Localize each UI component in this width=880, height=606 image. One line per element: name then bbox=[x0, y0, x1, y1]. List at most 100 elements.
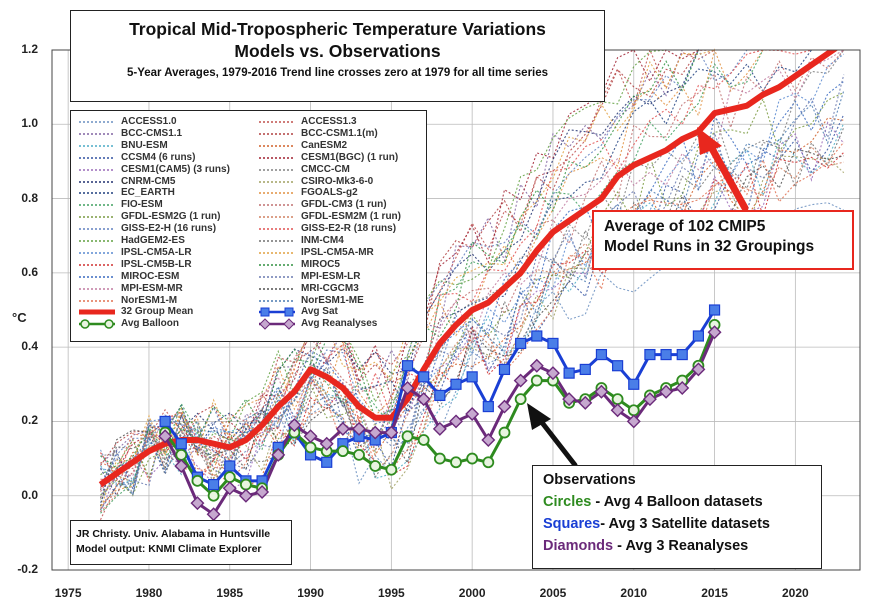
legend-label: CESM1(CAM5) (3 runs) bbox=[121, 163, 230, 175]
x-tick-label: 1980 bbox=[135, 586, 163, 600]
obs-arrow-head bbox=[527, 403, 551, 430]
reanalysis-point bbox=[174, 459, 189, 473]
observations-line: Diamonds - Avg 3 Reanalyses bbox=[533, 535, 821, 557]
legend-swatch bbox=[79, 299, 115, 302]
balloon-point bbox=[530, 374, 543, 387]
legend-swatch bbox=[259, 299, 295, 302]
legend-swatch bbox=[259, 287, 295, 290]
balloon-point bbox=[498, 426, 511, 439]
observations-heading: Observations bbox=[543, 472, 636, 488]
legend-swatch bbox=[259, 156, 295, 159]
reanalysis-point bbox=[352, 421, 367, 436]
satellite-point bbox=[321, 456, 333, 468]
observations-box: Observations Circles - Avg 4 Balloon dat… bbox=[532, 465, 822, 569]
legend-swatch bbox=[259, 252, 295, 254]
model-run-line bbox=[100, 92, 845, 496]
balloon-point bbox=[207, 489, 220, 502]
annotation-line-1: Average of 102 CMIP5 bbox=[604, 218, 766, 235]
satellite-point bbox=[547, 337, 559, 350]
legend-label: CESM1(BGC) (1 run) bbox=[301, 151, 399, 163]
x-tick-label: 2010 bbox=[620, 586, 648, 600]
legend-swatch bbox=[259, 168, 295, 171]
legend-label: MPI-ESM-MR bbox=[121, 282, 183, 294]
satellite-point bbox=[498, 363, 511, 376]
legend-swatch bbox=[79, 192, 115, 195]
satellite-point bbox=[628, 378, 640, 390]
legend-label: IPSL-CM5B-LR bbox=[121, 258, 192, 270]
legend-label: ACCESS1.3 bbox=[301, 116, 357, 127]
reanalysis-point bbox=[384, 425, 399, 440]
legend-label: GFDL-ESM2M (1 run) bbox=[301, 211, 401, 223]
satellite-point bbox=[531, 330, 543, 342]
legend-swatch bbox=[79, 228, 115, 230]
reanalysis-point bbox=[626, 414, 641, 429]
y-tick-label: 0.0 bbox=[21, 487, 38, 502]
legend-label: Avg Reanalyses bbox=[301, 318, 378, 330]
legend-label: FIO-ESM bbox=[121, 199, 163, 211]
legend-swatch bbox=[79, 252, 115, 254]
legend-label: EC_EARTH bbox=[121, 187, 175, 199]
observations-marker-name: Squares bbox=[543, 516, 601, 532]
x-tick-label: 1995 bbox=[378, 586, 405, 600]
observations-marker-name: Circles bbox=[543, 494, 592, 510]
reanalysis-point bbox=[432, 421, 447, 436]
balloon-point bbox=[450, 456, 462, 469]
balloon-point bbox=[627, 404, 640, 417]
reanalysis-point bbox=[287, 418, 302, 433]
balloon-point bbox=[611, 393, 624, 406]
reanalysis-point bbox=[642, 392, 657, 407]
legend-swatch bbox=[79, 287, 115, 290]
title-box: Tropical Mid-Tropospheric Temperature Va… bbox=[70, 10, 605, 102]
credit-line-2: Model output: KNMI Climate Explorer bbox=[76, 543, 262, 555]
satellite-point bbox=[692, 330, 705, 342]
y-tick-label: 0.6 bbox=[21, 264, 38, 279]
reanalysis-point bbox=[675, 381, 690, 395]
observations-line: Squares- Avg 3 Satellite datasets bbox=[533, 513, 821, 535]
balloon-point bbox=[175, 448, 188, 461]
reanalysis-point bbox=[465, 407, 480, 421]
legend-swatch bbox=[259, 216, 295, 218]
satellite-point bbox=[644, 348, 656, 361]
legend-label: CMCC-CM bbox=[301, 163, 350, 175]
balloon-point bbox=[353, 448, 365, 461]
satellite-point bbox=[450, 378, 462, 390]
legend-label: GISS-E2-R (18 runs) bbox=[301, 223, 397, 235]
model-run-line bbox=[100, 49, 844, 496]
balloon-point bbox=[433, 452, 446, 465]
legend-swatch bbox=[259, 240, 295, 242]
satellite-point bbox=[401, 360, 414, 372]
chart-subtitle: Models vs. Observations bbox=[234, 41, 441, 61]
y-tick-label: 0.8 bbox=[21, 190, 38, 205]
reanalysis-point bbox=[222, 481, 237, 496]
legend-swatch bbox=[259, 307, 295, 317]
model-run-line bbox=[100, 155, 845, 500]
reanalysis-point bbox=[271, 447, 286, 462]
legend-swatch bbox=[79, 121, 115, 123]
legend-label: INM-CM4 bbox=[301, 235, 344, 246]
legend-label: IPSL-CM5A-MR bbox=[301, 246, 374, 258]
reanalysis-point bbox=[545, 366, 560, 381]
annotation-line-2: Model Runs in 32 Groupings bbox=[604, 238, 815, 255]
satellite-point bbox=[418, 371, 430, 383]
legend-label: MIROC5 bbox=[301, 258, 340, 270]
x-tick-label: 2020 bbox=[782, 586, 809, 600]
observations-line: Circles - Avg 4 Balloon datasets bbox=[533, 491, 821, 513]
chart-title: Tropical Mid-Tropospheric Temperature Va… bbox=[129, 19, 546, 39]
legend-label: Avg Sat bbox=[301, 306, 338, 318]
reanalysis-point bbox=[513, 373, 528, 388]
reanalysis-point bbox=[255, 485, 270, 499]
reanalysis-point bbox=[238, 488, 253, 503]
satellite-point bbox=[708, 304, 721, 316]
legend-label: GFDL-ESM2G (1 run) bbox=[121, 211, 221, 223]
satellite-point bbox=[579, 363, 591, 376]
observations-marker-name: Diamonds bbox=[543, 538, 614, 554]
legend-swatch bbox=[79, 156, 115, 159]
legend-label: MRI-CGCM3 bbox=[301, 282, 359, 294]
legend-swatch bbox=[79, 168, 115, 171]
legend-label: HadGEM2-ES bbox=[121, 235, 185, 246]
legend-swatch bbox=[259, 275, 295, 278]
model-run-line bbox=[100, 152, 845, 484]
reanalysis-point bbox=[303, 429, 318, 444]
legend: ACCESS1.0 ACCESS1.3 BCC-CMS1.1 BCC-CSM1.1(m… bbox=[70, 110, 427, 342]
balloon-point bbox=[514, 393, 527, 406]
